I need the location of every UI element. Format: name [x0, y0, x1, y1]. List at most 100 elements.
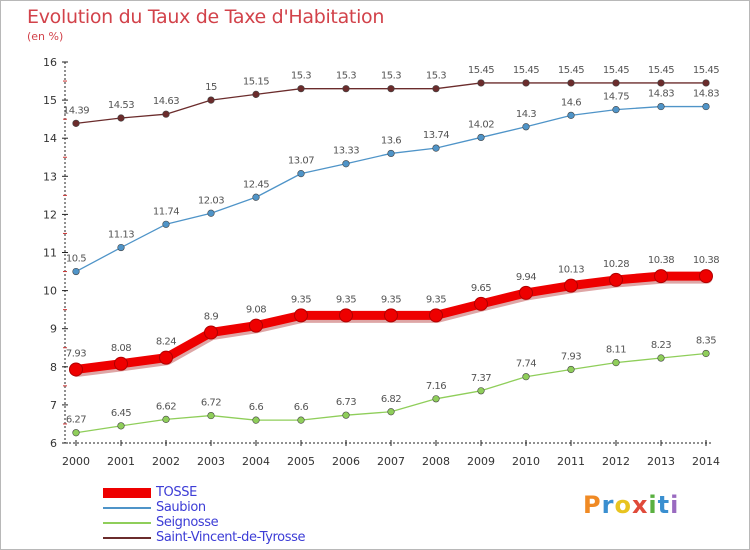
- data-label-seignosse: 6.45: [111, 408, 131, 419]
- data-label-seignosse: 7.37: [471, 373, 491, 384]
- x-tick-label: 2012: [602, 455, 630, 468]
- data-label-tosse: 9.35: [426, 294, 446, 305]
- data-label-saubion: 12.03: [198, 195, 224, 206]
- data-label-seignosse: 8.35: [696, 335, 716, 346]
- x-tick-label: 2001: [107, 455, 135, 468]
- data-label-saubion: 11.13: [108, 230, 134, 241]
- data-label-saubion: 14.3: [516, 109, 536, 120]
- x-tick-label: 2007: [377, 455, 405, 468]
- data-label-seignosse: 6.6: [249, 402, 264, 413]
- data-label-seignosse: 6.27: [66, 415, 86, 426]
- data-point-saubion: [477, 133, 485, 142]
- data-point-saint-vincent-de-tyrosse: [702, 79, 710, 87]
- data-point-tosse: [69, 362, 83, 377]
- data-point-seignosse: [297, 416, 305, 424]
- data-point-saint-vincent-de-tyrosse: [432, 85, 440, 93]
- data-point-saubion: [342, 160, 350, 168]
- data-point-saubion: [702, 102, 710, 111]
- data-point-tosse: [384, 308, 398, 323]
- data-label-seignosse: 6.72: [201, 398, 221, 409]
- data-label-tosse: 7.93: [66, 348, 86, 359]
- data-point-saubion: [297, 170, 305, 178]
- data-point-saint-vincent-de-tyrosse: [342, 85, 350, 93]
- data-point-tosse: [294, 308, 308, 323]
- data-point-saubion: [117, 243, 125, 252]
- x-tick-label: 2011: [557, 455, 585, 468]
- data-label-saubion: 12.45: [243, 179, 269, 190]
- line-chart: 6 7 8 9 10 11 12 13 14 15 16 2000 2001 2002 2003 2004 20…: [43, 56, 720, 468]
- data-label-saubion: 14.83: [693, 89, 719, 100]
- data-point-saint-vincent-de-tyrosse: [297, 85, 305, 93]
- data-point-saubion: [72, 267, 80, 276]
- data-point-seignosse: [117, 422, 125, 430]
- data-label-tosse: 8.08: [111, 343, 131, 354]
- series-layer: [69, 79, 713, 437]
- data-label-tosse: 9.35: [336, 294, 356, 305]
- data-point-saint-vincent-de-tyrosse: [477, 79, 485, 87]
- data-point-seignosse: [342, 411, 350, 419]
- x-tick-label: 2010: [512, 455, 540, 468]
- y-tick-label: 12: [43, 208, 57, 221]
- data-point-seignosse: [207, 411, 215, 420]
- proxiti-logo: Proxiti: [583, 491, 680, 519]
- data-point-tosse: [609, 272, 623, 287]
- data-label-saint-vincent-de-tyrosse: 14.39: [63, 105, 89, 116]
- data-label-saubion: 14.83: [648, 89, 674, 100]
- data-point-seignosse: [72, 429, 80, 437]
- data-point-seignosse: [252, 416, 260, 424]
- data-label-saubion: 13.6: [381, 135, 401, 146]
- chart-axes: 6 7 8 9 10 11 12 13 14 15 16 2000 2001 2002 2003 2004 20…: [43, 56, 720, 468]
- data-point-saubion: [387, 149, 395, 158]
- legend-label: Saint-Vincent-de-Tyrosse: [156, 530, 306, 545]
- legend-swatch: [103, 537, 151, 539]
- data-label-tosse: 10.38: [693, 255, 719, 266]
- data-point-tosse: [249, 318, 263, 333]
- data-point-seignosse: [612, 359, 620, 367]
- data-label-saubion: 11.74: [153, 206, 179, 217]
- data-point-saint-vincent-de-tyrosse: [612, 79, 620, 87]
- data-point-saubion: [612, 106, 620, 114]
- data-point-saubion: [252, 193, 260, 201]
- x-tick-label: 2013: [647, 455, 675, 468]
- x-tick-label: 2006: [332, 455, 360, 468]
- series-line-saubion: [75, 105, 706, 273]
- data-label-saint-vincent-de-tyrosse: 15.15: [243, 76, 269, 87]
- legend-item: Seignosse: [103, 515, 403, 531]
- data-label-tosse: 10.28: [603, 259, 629, 270]
- data-label-saint-vincent-de-tyrosse: 15: [205, 82, 217, 93]
- data-point-tosse: [474, 296, 488, 311]
- data-label-tosse: 9.08: [246, 305, 266, 316]
- data-label-saubion: 13.33: [333, 146, 359, 157]
- legend-swatch: [103, 507, 151, 509]
- data-labels-layer: 10.5 11.13 11.74 12.03 12.45 13.07 13.33 13.6 13…: [63, 65, 720, 426]
- data-point-tosse: [519, 285, 533, 300]
- data-point-saint-vincent-de-tyrosse: [207, 96, 215, 104]
- legend-item: Saint-Vincent-de-Tyrosse: [103, 530, 403, 546]
- data-label-seignosse: 8.11: [606, 345, 626, 356]
- data-point-tosse: [114, 356, 128, 371]
- unit-label: (en %): [27, 30, 64, 43]
- data-point-tosse: [699, 269, 713, 284]
- data-label-saint-vincent-de-tyrosse: 15.45: [468, 65, 494, 76]
- data-label-saint-vincent-de-tyrosse: 15.3: [336, 71, 356, 82]
- data-point-saint-vincent-de-tyrosse: [387, 85, 395, 93]
- x-tick-label: 2005: [287, 455, 315, 468]
- data-label-seignosse: 6.62: [156, 401, 176, 412]
- y-tick-label: 6: [50, 437, 57, 450]
- data-point-saint-vincent-de-tyrosse: [252, 90, 260, 98]
- x-tick-label: 2000: [62, 455, 90, 468]
- data-label-seignosse: 7.74: [516, 359, 536, 370]
- data-label-seignosse: 8.23: [651, 340, 671, 351]
- data-label-saint-vincent-de-tyrosse: 15.45: [648, 65, 674, 76]
- data-label-saint-vincent-de-tyrosse: 14.63: [153, 96, 179, 107]
- data-label-saint-vincent-de-tyrosse: 15.45: [513, 65, 539, 76]
- chart-title: Evolution du Taux de Taxe d'Habitation: [27, 6, 385, 28]
- data-label-saubion: 14.75: [603, 92, 629, 103]
- legend-item: TOSSE: [103, 485, 403, 501]
- legend-label: Saubion: [156, 500, 206, 515]
- data-point-tosse: [204, 325, 218, 340]
- data-point-tosse: [339, 308, 353, 323]
- data-point-tosse: [564, 278, 578, 293]
- data-point-saint-vincent-de-tyrosse: [567, 79, 575, 87]
